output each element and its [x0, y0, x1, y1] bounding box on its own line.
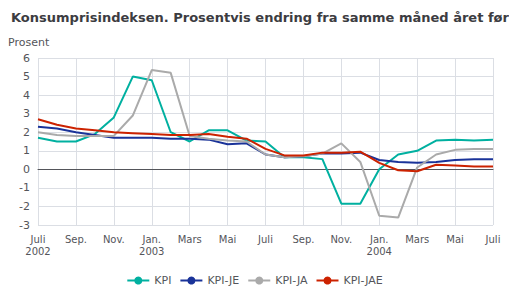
svg-text:-1: -1 — [19, 181, 30, 194]
svg-text:Sep.: Sep. — [65, 234, 87, 245]
svg-text:Jan.: Jan. — [369, 234, 389, 245]
svg-text:3: 3 — [23, 107, 30, 120]
svg-text:Konsumprisindeksen. Prosentvis: Konsumprisindeksen. Prosentvis endring f… — [11, 10, 509, 25]
svg-text:2: 2 — [23, 126, 30, 139]
svg-text:2003: 2003 — [139, 246, 164, 257]
svg-text:Juli: Juli — [485, 234, 501, 245]
svg-text:KPI-JA: KPI-JA — [275, 274, 308, 287]
svg-text:2004: 2004 — [367, 246, 392, 257]
svg-text:Mars: Mars — [178, 234, 202, 245]
svg-text:Mai: Mai — [219, 234, 237, 245]
svg-text:Juli: Juli — [30, 234, 46, 245]
svg-text:-3: -3 — [19, 219, 30, 232]
svg-text:Nov.: Nov. — [103, 234, 125, 245]
svg-text:Mai: Mai — [446, 234, 464, 245]
svg-text:2002: 2002 — [25, 246, 50, 257]
svg-text:4: 4 — [23, 89, 30, 102]
svg-text:Mars: Mars — [405, 234, 429, 245]
svg-text:-2: -2 — [19, 200, 30, 213]
svg-text:KPI: KPI — [154, 274, 171, 287]
svg-text:Jan.: Jan. — [141, 234, 161, 245]
svg-text:5: 5 — [23, 70, 30, 83]
svg-text:Prosent: Prosent — [8, 36, 50, 49]
svg-text:6: 6 — [23, 52, 30, 65]
svg-text:KPI-JE: KPI-JE — [207, 274, 239, 287]
svg-text:Nov.: Nov. — [330, 234, 352, 245]
svg-text:0: 0 — [23, 163, 30, 176]
svg-text:Juli: Juli — [257, 234, 273, 245]
svg-text:KPI-JAE: KPI-JAE — [344, 274, 383, 287]
svg-text:Sep.: Sep. — [292, 234, 314, 245]
svg-text:1: 1 — [23, 144, 30, 157]
